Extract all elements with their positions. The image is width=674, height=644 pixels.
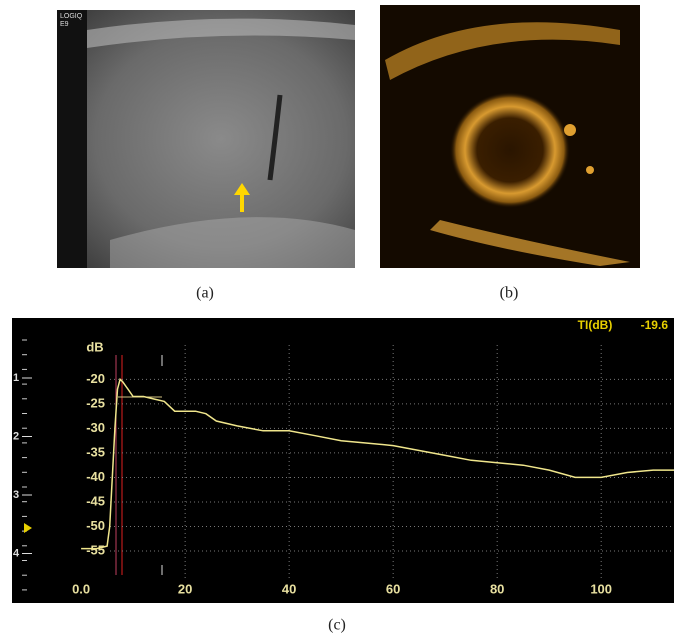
image-b [380,5,640,268]
x-tick-label: 80 [490,581,504,596]
readout-label: TI(dB) [578,318,613,332]
panel-label: (c) [328,617,346,634]
y-tick-label: -30 [86,420,105,435]
x-tick-label: 0.0 [72,581,90,596]
depth-label: 1 [13,372,19,384]
y-tick-label: -25 [86,395,105,410]
y-tick-label: -50 [86,518,105,533]
x-tick-label: 100 [590,581,612,596]
figure: LOGIQE9 (a) (b) (c) 1 2 3 4 dB TI(dB) -19.6… [0,0,674,639]
panel-label: (b) [500,285,519,302]
depth-label: 3 [13,489,19,501]
x-tick-label: 60 [386,581,400,596]
depth-label: 2 [13,430,19,442]
y-tick-label: -40 [86,469,105,484]
x-tick-label: 20 [178,581,192,596]
chart-background [12,318,674,603]
x-tick-label: 40 [282,581,296,596]
readout-value: -19.6 [641,318,669,332]
y-tick-label: -45 [86,493,105,508]
y-tick-label: -35 [86,444,105,459]
y-tick-label: -55 [86,542,105,557]
depth-label: 4 [13,547,20,559]
y-axis-label: dB [86,339,103,354]
y-tick-label: -20 [86,371,105,386]
panel-label: (a) [196,285,214,302]
